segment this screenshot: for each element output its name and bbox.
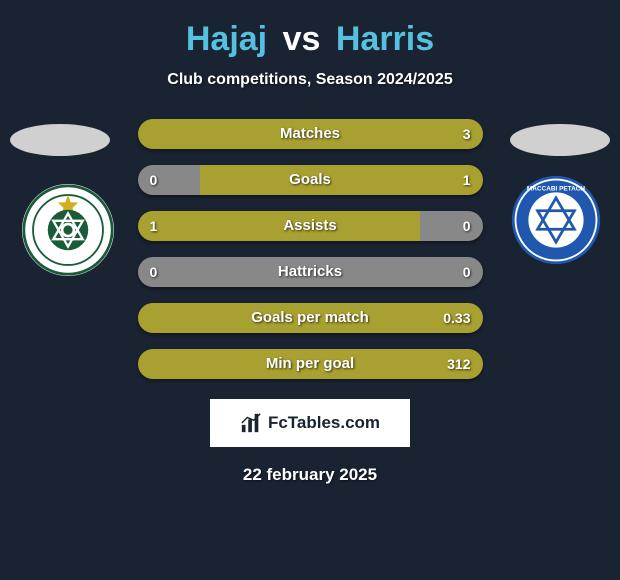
stat-label: Assists [138,211,483,241]
stat-value-right: 0 [463,211,471,241]
stat-value-left: 0 [150,165,158,195]
stat-value-left: 0 [150,257,158,287]
maccabi-haifa-icon [22,184,114,276]
maccabi-petach-tikva-icon: MACCABI PETACH [510,174,602,266]
stat-row: Hattricks0 0 [138,257,483,287]
club-badge-left [22,184,114,276]
comparison-title: Hajaj vs Harris [0,20,620,59]
vs-text: vs [283,20,321,58]
subtitle-text: Club competitions, Season 2024/2025 [0,71,620,89]
stat-row: Goals per match0.33 [138,303,483,333]
stat-row: Min per goal312 [138,349,483,379]
branding-box: FcTables.com [210,399,410,447]
stat-label: Goals per match [138,303,483,333]
stat-value-right: 1 [463,165,471,195]
player1-photo-placeholder [10,124,110,156]
stat-label: Min per goal [138,349,483,379]
stat-value-right: 0.33 [443,303,470,333]
stat-row: Matches3 [138,119,483,149]
branding-text: FcTables.com [268,413,380,433]
stat-value-right: 3 [463,119,471,149]
club-badge-right: MACCABI PETACH [510,174,602,266]
stat-value-left: 1 [150,211,158,241]
stat-label: Goals [138,165,483,195]
player2-name: Harris [336,20,434,58]
stat-value-right: 312 [447,349,470,379]
date-text: 22 february 2025 [0,465,620,485]
player2-photo-placeholder [510,124,610,156]
chart-icon [240,412,262,434]
player1-name: Hajaj [186,20,267,58]
svg-text:MACCABI PETACH: MACCABI PETACH [527,186,586,193]
stats-area: Matches3Goals01Assists10Hattricks00Goals… [138,119,483,379]
stat-row: Goals0 1 [138,165,483,195]
stat-value-right: 0 [463,257,471,287]
stat-row: Assists1 0 [138,211,483,241]
stat-label: Hattricks [138,257,483,287]
stat-label: Matches [138,119,483,149]
